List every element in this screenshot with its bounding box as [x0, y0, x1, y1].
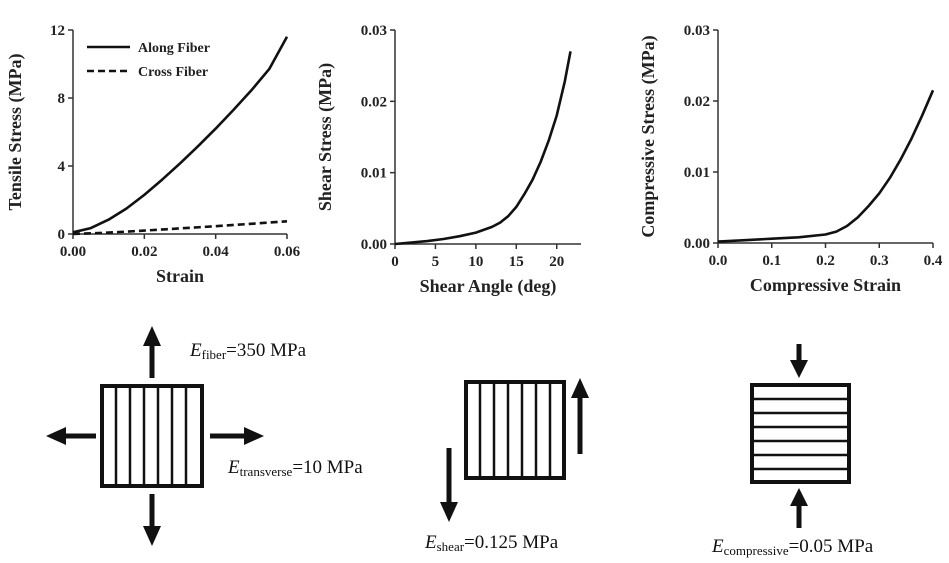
- x-tick-label: 0.4: [924, 253, 943, 269]
- x-axis-label: Shear Angle (deg): [420, 276, 557, 297]
- x-tick-label: 0.2: [816, 253, 835, 269]
- arrow-shear-up: [571, 378, 589, 454]
- x-tick-label: 5: [432, 254, 440, 270]
- fiber-lines: [478, 382, 552, 478]
- arrow-shear-down: [440, 448, 458, 522]
- shear-chart: 0 5 10 15 20 0.00 0.01 0.02 0.03 Shear Angle (deg…: [315, 23, 581, 297]
- compression-specimen-diagram: [750, 344, 851, 528]
- y-tick-label: 0: [58, 227, 66, 243]
- tension-specimen-diagram: [46, 326, 264, 546]
- x-tick-label: 0.02: [131, 244, 157, 260]
- compression-specimen: [750, 383, 851, 484]
- y-tick-label: 4: [58, 159, 66, 175]
- arrow-up: [143, 326, 161, 378]
- arrow-right: [210, 427, 264, 445]
- fiber-lines: [752, 397, 849, 471]
- label-e-fiber: Efiber=350 MPa: [190, 340, 307, 362]
- x-tick-label: 10: [468, 254, 483, 270]
- y-tick-label: 0.00: [684, 236, 710, 252]
- label-e-transverse: Etransverse=10 MPa: [228, 457, 363, 479]
- y-tick-label: 0.01: [684, 165, 710, 181]
- fiber-lines: [114, 386, 188, 486]
- x-tick-label: 0.04: [203, 244, 230, 260]
- x-tick-label: 0: [391, 254, 399, 270]
- y-axis-label: Compressive Stress (MPa): [638, 35, 659, 237]
- legend-label: Cross Fiber: [138, 65, 208, 80]
- y-tick-label: 0.00: [361, 237, 387, 253]
- x-tick-label: 0.1: [762, 253, 781, 269]
- x-tick-label: 15: [509, 254, 524, 270]
- y-tick-label: 0.02: [684, 94, 710, 110]
- tensile-chart: 0.00 0.02 0.04 0.06 0 4 8 12 Strain Tensile Stres…: [5, 23, 301, 286]
- y-tick-label: 8: [58, 91, 66, 107]
- legend-label: Along Fiber: [138, 41, 210, 56]
- shear-specimen: [464, 380, 566, 480]
- x-tick-label: 20: [549, 254, 564, 270]
- series-line-along-fiber: [72, 36, 289, 234]
- y-tick-label: 0.02: [361, 94, 387, 110]
- x-tick-label: 0.0: [709, 253, 728, 269]
- series-line-0: [717, 89, 935, 243]
- arrow-compress-down: [790, 344, 808, 378]
- series-line-cross-fiber: [72, 220, 288, 236]
- x-axis-label: Compressive Strain: [750, 275, 901, 295]
- y-axis-label: Tensile Stress (MPa): [5, 54, 26, 211]
- series-line-0: [394, 51, 572, 246]
- tension-specimen: [100, 384, 204, 488]
- arrow-left: [46, 427, 96, 445]
- x-tick-label: 0.06: [274, 244, 301, 260]
- x-tick-label: 0.3: [870, 253, 889, 269]
- y-tick-label: 0.01: [361, 166, 387, 182]
- y-tick-label: 0.03: [684, 23, 710, 39]
- arrow-down: [143, 494, 161, 546]
- x-axis-label: Strain: [156, 266, 204, 286]
- y-tick-label: 0.03: [361, 23, 387, 39]
- label-e-shear: Eshear=0.125 MPa: [425, 532, 559, 554]
- x-tick-label: 0.00: [60, 244, 86, 260]
- shear-specimen-diagram: [440, 378, 589, 522]
- y-tick-label: 12: [50, 23, 65, 39]
- arrow-compress-up: [790, 488, 808, 528]
- label-e-compressive: Ecompressive=0.05 MPa: [712, 536, 874, 558]
- compressive-chart: 0.0 0.1 0.2 0.3 0.4 0.00 0.01 0.02 0.03 Compressi…: [638, 23, 943, 295]
- y-axis-label: Shear Stress (MPa): [315, 63, 336, 211]
